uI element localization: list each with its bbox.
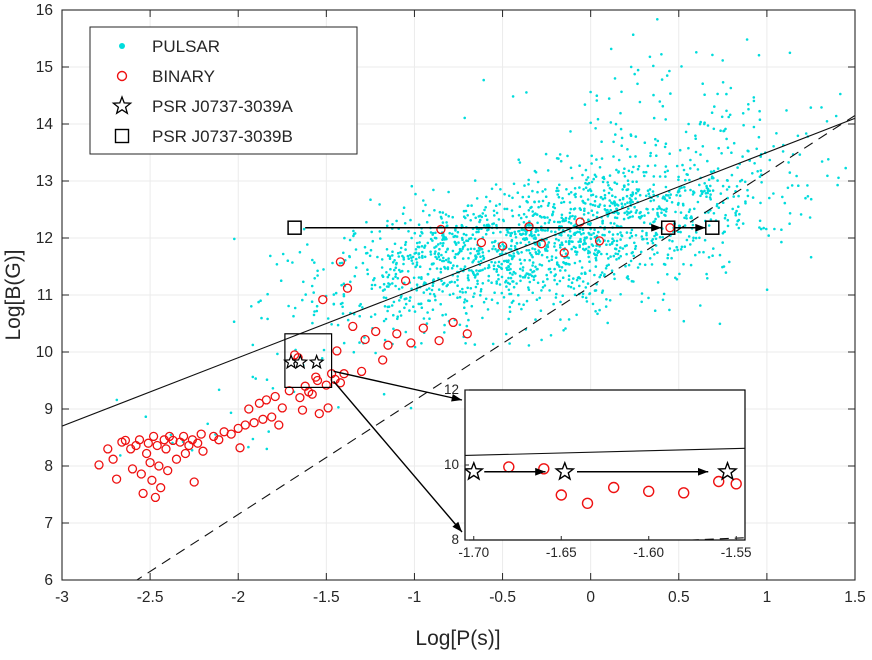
psr-a-star-inset: [716, 460, 739, 481]
annotations: [282, 220, 720, 533]
y-axis-label: Log[B(G)]: [2, 249, 25, 340]
svg-text:-2: -2: [231, 589, 245, 606]
pulsar-points: [115, 18, 847, 457]
svg-text:1.5: 1.5: [844, 589, 866, 606]
plot-frame: [61, 9, 856, 581]
psr-a-star: [308, 353, 325, 370]
star-marker-icon: [111, 95, 133, 115]
svg-text:10: 10: [36, 344, 54, 361]
svg-text:15: 15: [36, 59, 53, 76]
svg-text:7: 7: [44, 515, 53, 532]
inset-frame: [464, 389, 746, 541]
legend-label-pulsar: PULSAR: [152, 37, 220, 56]
svg-text:-1.55: -1.55: [721, 545, 752, 560]
svg-text:16: 16: [36, 2, 53, 19]
legend-label-psr-b: PSR J0737-3039B: [152, 127, 293, 146]
svg-text:12: 12: [444, 382, 459, 397]
legend-label-binary: BINARY: [152, 67, 215, 86]
reference-lines: [62, 114, 855, 580]
inset-content: [465, 447, 745, 540]
svg-text:-3: -3: [55, 589, 69, 606]
svg-text:-0.5: -0.5: [489, 589, 516, 606]
svg-text:-1.5: -1.5: [313, 589, 340, 606]
svg-text:8: 8: [44, 458, 53, 475]
square-marker-icon: [114, 128, 130, 144]
svg-text:-1.65: -1.65: [546, 545, 577, 560]
pulsar-dot-icon: [119, 43, 125, 49]
svg-text:10: 10: [444, 457, 459, 472]
legend: PULSAR BINARY PSR J0737-3039A PSR J0737-…: [89, 26, 358, 155]
svg-text:0: 0: [586, 589, 595, 606]
svg-text:8: 8: [451, 532, 459, 547]
legend-box: [89, 26, 358, 155]
psr-b-square: [705, 220, 720, 235]
legend-label-psr-a: PSR J0737-3039A: [152, 97, 293, 116]
svg-text:-1.70: -1.70: [458, 545, 489, 560]
binary-circle-icon: [116, 70, 128, 82]
svg-text:-2.5: -2.5: [137, 589, 164, 606]
psr-a-star-inset: [554, 460, 576, 481]
zoom-box: [284, 333, 333, 388]
inset: -1.70 -1.65 -1.60 -1.55 8 10 12: [444, 382, 752, 560]
psr-b-square: [660, 220, 676, 235]
svg-text:12: 12: [36, 230, 53, 247]
binary-points: [94, 217, 675, 503]
psr-a-star: [292, 353, 309, 370]
svg-text:-1: -1: [408, 589, 422, 606]
psr-a-star-inset: [465, 460, 485, 481]
svg-text:1: 1: [763, 589, 772, 606]
svg-text:11: 11: [37, 287, 53, 304]
svg-text:6: 6: [44, 572, 53, 589]
x-axis-label: Log[P(s)]: [415, 627, 500, 650]
svg-text:-1.60: -1.60: [633, 545, 664, 560]
svg-text:0.5: 0.5: [668, 589, 690, 606]
psr-b-square: [287, 220, 302, 235]
svg-text:13: 13: [36, 173, 53, 190]
svg-text:9: 9: [44, 401, 53, 418]
svg-text:14: 14: [36, 116, 54, 133]
scatter-layer: [94, 18, 847, 503]
